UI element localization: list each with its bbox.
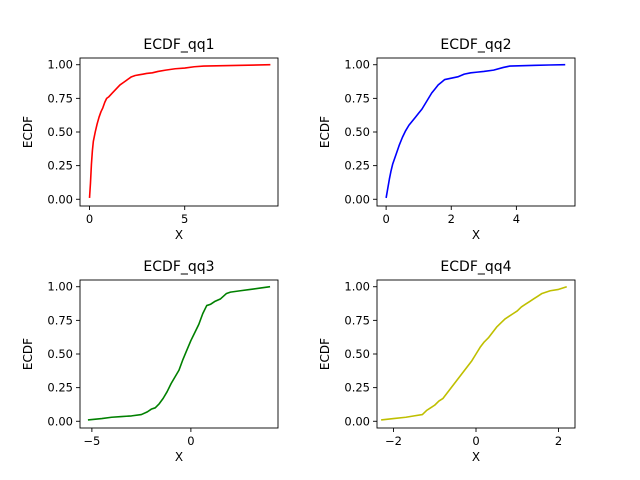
y-tick-label: 0.25 — [344, 381, 370, 395]
y-axis-label: ECDF — [318, 116, 332, 148]
y-tick-label: 0.25 — [344, 159, 370, 173]
x-tick-label: 0 — [472, 434, 479, 448]
subplot-title: ECDF_qq1 — [143, 37, 214, 53]
y-tick-label: 0.00 — [344, 414, 370, 428]
y-tick-label: 0.25 — [47, 159, 73, 173]
y-tick-label: 0.25 — [47, 381, 73, 395]
y-tick-label: 0.00 — [344, 192, 370, 206]
y-axis-label: ECDF — [318, 338, 332, 370]
y-tick-label: 0.75 — [344, 313, 370, 327]
y-tick-label: 0.75 — [47, 91, 73, 105]
subplot-title: ECDF_qq3 — [143, 259, 214, 275]
y-tick-label: 1.00 — [344, 58, 370, 72]
y-axis-label: ECDF — [21, 116, 35, 148]
y-axis-label: ECDF — [21, 338, 35, 370]
ecdf-line — [88, 63, 271, 198]
y-tick-label: 1.00 — [47, 58, 73, 72]
axes-frame — [79, 279, 279, 429]
x-axis-label: X — [175, 228, 183, 242]
axes-frame — [376, 57, 576, 207]
subplot-title: ECDF_qq4 — [440, 259, 511, 275]
ecdf-subplot-4: ECDF_qq4 0.00 0.25 0.50 0.75 1.00 −2 0 2 X ECDF — [318, 259, 576, 464]
ecdf-subplot-2: ECDF_qq2 0.00 0.25 0.50 0.75 1.00 0 2 4 X ECDF — [318, 37, 576, 242]
x-axis-label: X — [175, 450, 183, 464]
ecdf-subplot-1: ECDF_qq1 0.00 0.25 0.50 0.75 1.00 0 5 X ECDF — [21, 37, 279, 242]
x-tick-label: 0 — [187, 434, 194, 448]
x-tick-label: 0 — [382, 212, 389, 226]
x-tick-label: 2 — [555, 434, 562, 448]
y-tick-label: 0.75 — [47, 313, 73, 327]
subplot-title: ECDF_qq2 — [440, 37, 511, 53]
x-tick-label: 4 — [513, 212, 520, 226]
axes-frame — [79, 57, 279, 207]
x-tick-label: 0 — [86, 212, 93, 226]
x-axis-label: X — [472, 228, 480, 242]
ecdf-line — [381, 285, 567, 421]
x-tick-label: 2 — [448, 212, 455, 226]
y-tick-label: 0.50 — [344, 347, 370, 361]
y-tick-label: 0.00 — [47, 192, 73, 206]
ecdf-line — [87, 285, 271, 421]
y-tick-label: 0.50 — [47, 347, 73, 361]
x-tick-label: −2 — [385, 434, 402, 448]
x-axis-label: X — [472, 450, 480, 464]
x-tick-label: 5 — [181, 212, 188, 226]
y-tick-label: 1.00 — [47, 280, 73, 294]
y-tick-label: 0.50 — [344, 125, 370, 139]
ecdf-subplot-3: ECDF_qq3 0.00 0.25 0.50 0.75 1.00 −5 0X ECDF — [21, 259, 279, 464]
y-tick-label: 1.00 — [344, 280, 370, 294]
ecdf-line — [385, 63, 566, 199]
y-tick-label: 0.00 — [47, 414, 73, 428]
y-tick-label: 0.75 — [344, 91, 370, 105]
y-tick-label: 0.50 — [47, 125, 73, 139]
x-tick-label: −5 — [83, 434, 100, 448]
